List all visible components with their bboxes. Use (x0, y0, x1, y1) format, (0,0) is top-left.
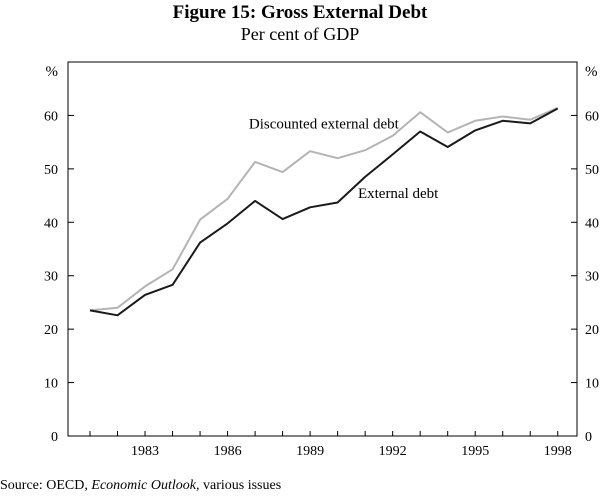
annotation-external-debt: External debt (358, 186, 439, 202)
source-note: Source: OECD, Economic Outlook, various … (0, 478, 281, 494)
plot-frame (67, 61, 578, 437)
y-tick-label-right: 10 (585, 377, 599, 392)
series-line-external-debt (89, 107, 559, 317)
y-axis-ticks: 0 0 10 10 20 20 30 30 40 40 50 50 60 60 (44, 109, 599, 445)
x-axis-ticks: 1983 1986 1989 1992 1995 1998 (89, 431, 572, 459)
x-tick-label: 1998 (544, 444, 572, 459)
y-tick-label-left: 0 (51, 430, 58, 445)
source-publication: Economic Outlook (91, 478, 196, 493)
series-line-discounted-external-debt (89, 106, 559, 312)
series-lines (89, 106, 559, 317)
y-tick-label-right: 60 (585, 109, 599, 124)
y-tick-label-left: 50 (44, 163, 58, 178)
y-tick-label-left: 40 (44, 216, 58, 231)
y-axis-unit-left: % (46, 64, 59, 80)
y-tick-label-right: 40 (585, 216, 599, 231)
source-prefix: Source: OECD, (0, 478, 92, 493)
y-tick-label-right: 0 (585, 430, 592, 445)
source-suffix: , various issues (195, 478, 282, 493)
x-tick-label: 1983 (131, 444, 159, 459)
y-tick-label-left: 30 (44, 270, 58, 285)
y-tick-label-left: 10 (44, 377, 58, 392)
y-tick-label-right: 30 (585, 270, 599, 285)
y-axis-unit-right: % (585, 64, 598, 80)
y-tick-label-right: 20 (585, 323, 599, 338)
chart-title: Figure 15: Gross External Debt (172, 2, 428, 23)
x-tick-label: 1989 (296, 444, 324, 459)
y-tick-label-left: 20 (44, 323, 58, 338)
y-tick-label-left: 60 (44, 109, 58, 124)
x-tick-label: 1992 (379, 444, 407, 459)
x-tick-label: 1986 (214, 444, 242, 459)
chart-subtitle: Per cent of GDP (240, 24, 360, 44)
annotation-discounted-external-debt: Discounted external debt (249, 116, 400, 132)
series-annotations: Discounted external debt External debt (249, 116, 439, 202)
y-tick-label-right: 50 (585, 163, 599, 178)
x-tick-label: 1995 (461, 444, 489, 459)
